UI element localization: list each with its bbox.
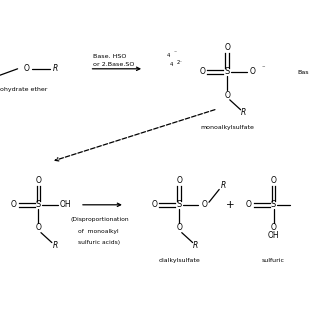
- Text: 4: 4: [167, 52, 171, 58]
- Text: O: O: [199, 68, 205, 76]
- Text: S: S: [225, 68, 230, 76]
- Text: S: S: [271, 200, 276, 209]
- Text: O: O: [271, 176, 276, 185]
- Text: (Disproportionation: (Disproportionation: [70, 217, 129, 222]
- Text: O: O: [246, 200, 252, 209]
- Text: O: O: [176, 176, 182, 185]
- Text: O: O: [151, 200, 157, 209]
- Text: O: O: [176, 223, 182, 232]
- Text: ohydrate ether: ohydrate ether: [0, 87, 47, 92]
- Text: ⁻: ⁻: [261, 65, 265, 71]
- Text: O: O: [36, 223, 41, 232]
- Text: O: O: [36, 176, 41, 185]
- Text: R: R: [221, 181, 226, 190]
- Text: OH: OH: [268, 231, 279, 240]
- Text: O: O: [23, 64, 29, 73]
- Text: O: O: [11, 200, 16, 209]
- Text: Base. HSO: Base. HSO: [93, 53, 126, 59]
- Text: sulfuric acids): sulfuric acids): [78, 240, 121, 245]
- Text: R: R: [193, 241, 198, 250]
- Text: sulfuric: sulfuric: [262, 258, 285, 263]
- Text: R: R: [52, 64, 58, 73]
- Text: O: O: [224, 91, 230, 100]
- Text: O: O: [249, 68, 255, 76]
- Text: R: R: [241, 108, 246, 117]
- Text: dialkylsulfate: dialkylsulfate: [158, 258, 200, 263]
- Text: O: O: [224, 44, 230, 52]
- Text: monoalkylsulfate: monoalkylsulfate: [200, 125, 254, 131]
- Text: S: S: [36, 200, 41, 209]
- Text: R: R: [52, 241, 58, 250]
- Text: ⁻: ⁻: [173, 51, 177, 56]
- Text: 4: 4: [170, 62, 174, 67]
- Text: Bas: Bas: [298, 69, 309, 75]
- Text: OH: OH: [60, 200, 71, 209]
- Text: O: O: [271, 223, 276, 232]
- Text: +: +: [226, 200, 235, 210]
- Text: of  monoalkyl: of monoalkyl: [78, 228, 119, 234]
- Text: S: S: [177, 200, 182, 209]
- Text: 2⁻: 2⁻: [177, 60, 183, 65]
- Text: or 2.Base.SO: or 2.Base.SO: [93, 62, 134, 67]
- Text: O: O: [201, 200, 207, 209]
